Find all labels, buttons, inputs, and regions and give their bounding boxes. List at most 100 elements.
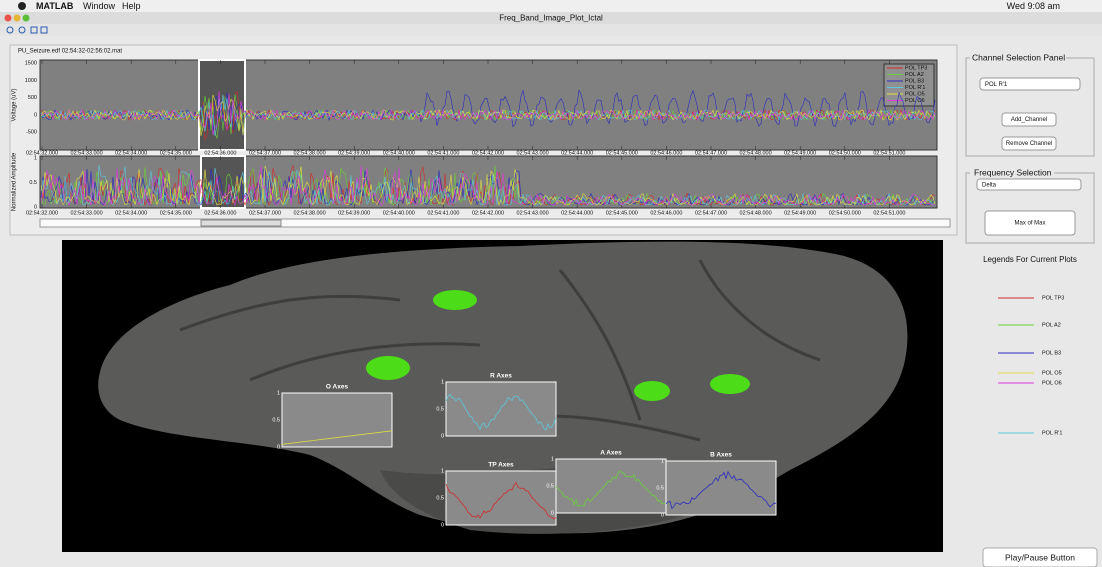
x-tick-label: 02:54:41.000 [427, 210, 459, 216]
x-tick-label: 02:54:33.000 [71, 150, 103, 156]
y-tick-label: -500 [26, 130, 37, 136]
button-label: Add_Channel [1011, 117, 1047, 123]
screen: MATLAB Window Help Wed 9:08 am Freq_Band… [0, 0, 1102, 567]
legend-panel-title: Legends For Current Plots [983, 255, 1077, 264]
x-tick-label: 02:54:36.000 [204, 210, 236, 216]
scrollbar[interactable] [40, 219, 950, 227]
x-tick-label: 02:54:51.000 [873, 210, 905, 216]
x-tick-label: 02:54:49.000 [784, 150, 816, 156]
legend-label: POL A2 [905, 72, 924, 78]
x-tick-label: 02:54:44.000 [561, 210, 593, 216]
x-tick-label: 02:54:36.000 [204, 150, 236, 156]
y-tick-label: 1 [661, 458, 664, 464]
mini-axes [666, 461, 776, 515]
y-tick-label: 1000 [25, 78, 37, 84]
x-tick-label: 02:54:38.000 [294, 150, 326, 156]
panel-title: Frequency Selection [974, 167, 1052, 177]
x-tick-label: 02:54:39.000 [338, 150, 370, 156]
x-tick-label: 02:54:37.000 [249, 210, 281, 216]
file-label: PU_Seizure.edf 02:54:32-02:56:02.mat [18, 49, 122, 55]
x-tick-label: 02:54:39.000 [338, 210, 370, 216]
electrode[interactable] [366, 356, 410, 380]
x-tick-label: 02:54:45.000 [606, 210, 638, 216]
x-tick-label: 02:54:37.000 [249, 150, 281, 156]
x-tick-label: 02:54:43.000 [517, 150, 549, 156]
y-tick-label: 1 [277, 390, 280, 396]
electrode[interactable] [634, 381, 670, 401]
x-tick-label: 02:54:51.000 [873, 150, 905, 156]
x-tick-label: 02:54:46.000 [650, 210, 682, 216]
x-tick-label: 02:54:38.000 [294, 210, 326, 216]
x-tick-label: 02:54:48.000 [740, 210, 772, 216]
x-tick-label: 02:54:33.000 [71, 210, 103, 216]
y-tick-label: 1 [441, 379, 444, 385]
panel-title: Channel Selection Panel [972, 52, 1065, 62]
x-tick-label: 02:54:35.000 [160, 210, 192, 216]
legend-label: POL O6 [905, 98, 925, 104]
toolbar [0, 24, 1102, 36]
x-tick-label: 02:54:45.000 [606, 150, 638, 156]
x-tick-label: 02:54:42.000 [472, 210, 504, 216]
y-tick-label: 0 [551, 510, 554, 516]
mini-axes-title: R Axes [490, 373, 512, 380]
legend-label: POL TP3 [1042, 295, 1064, 301]
x-tick-label: 02:54:40.000 [383, 210, 415, 216]
x-tick-label: 02:54:34.000 [115, 210, 147, 216]
zoom-button[interactable] [23, 15, 30, 22]
apple-icon[interactable] [18, 2, 26, 10]
menu-item[interactable]: Window [83, 1, 116, 11]
x-tick-label: 02:54:50.000 [829, 150, 861, 156]
electrode[interactable] [433, 290, 477, 310]
x-tick-label: 02:54:49.000 [784, 210, 816, 216]
y-tick-label: 0.5 [546, 483, 554, 489]
y-tick-label: 500 [28, 95, 37, 101]
y-axis-label: Voltage (uV) [12, 88, 18, 121]
x-tick-label: 02:54:32.000 [26, 150, 58, 156]
legend-label: POL B3 [905, 78, 924, 84]
dropdown-value: Delta [982, 183, 997, 189]
clock: Wed 9:08 am [1007, 1, 1060, 11]
window-title: Freq_Band_Image_Plot_Ictal [499, 14, 603, 23]
mini-axes-title: A Axes [600, 450, 622, 457]
scroll-thumb[interactable] [201, 220, 281, 226]
mini-axes [446, 382, 556, 436]
x-tick-label: 02:54:46.000 [650, 150, 682, 156]
y-tick-label: 0 [34, 112, 37, 118]
y-tick-label: 0.5 [436, 495, 444, 501]
y-tick-label: 0 [277, 444, 280, 450]
menu-bar [0, 0, 1102, 12]
button-label: Play/Pause Button [1005, 552, 1075, 562]
x-tick-label: 02:54:47.000 [695, 210, 727, 216]
y-tick-label: 0 [441, 522, 444, 528]
x-tick-label: 02:54:43.000 [517, 210, 549, 216]
x-tick-label: 02:54:48.000 [740, 150, 772, 156]
legend-label: POL O5 [905, 91, 925, 97]
minimize-button[interactable] [14, 15, 21, 22]
y-tick-label: 0 [661, 512, 664, 518]
electrode[interactable] [710, 374, 750, 394]
legend-label: POL O6 [1042, 380, 1062, 386]
y-tick-label: 0.5 [656, 485, 664, 491]
legend-label: POL O5 [1042, 370, 1062, 376]
y-tick-label: 1500 [25, 61, 37, 67]
page: { "menu_bar": {"app": "MATLAB", "menus":… [0, 0, 1102, 567]
mini-axes [282, 393, 392, 447]
close-button[interactable] [5, 15, 12, 22]
legend-label: POL R'1 [1042, 430, 1062, 436]
legend-label: POL TP3 [905, 65, 927, 71]
dropdown-value: POL R'1 [985, 82, 1008, 88]
mini-axes [446, 471, 556, 525]
menu-item[interactable]: Help [122, 1, 141, 11]
x-tick-label: 02:54:41.000 [427, 150, 459, 156]
selection-window[interactable] [199, 60, 245, 150]
x-tick-label: 02:54:40.000 [383, 150, 415, 156]
y-axis-label: Normalized Amplitude [12, 152, 18, 211]
button-label: Max of Max [1014, 221, 1045, 227]
x-tick-label: 02:54:32.000 [26, 210, 58, 216]
x-tick-label: 02:54:50.000 [829, 210, 861, 216]
app-menu[interactable]: MATLAB [36, 1, 74, 11]
x-tick-label: 02:54:42.000 [472, 150, 504, 156]
x-tick-label: 02:54:34.000 [115, 150, 147, 156]
y-tick-label: 0 [441, 433, 444, 439]
